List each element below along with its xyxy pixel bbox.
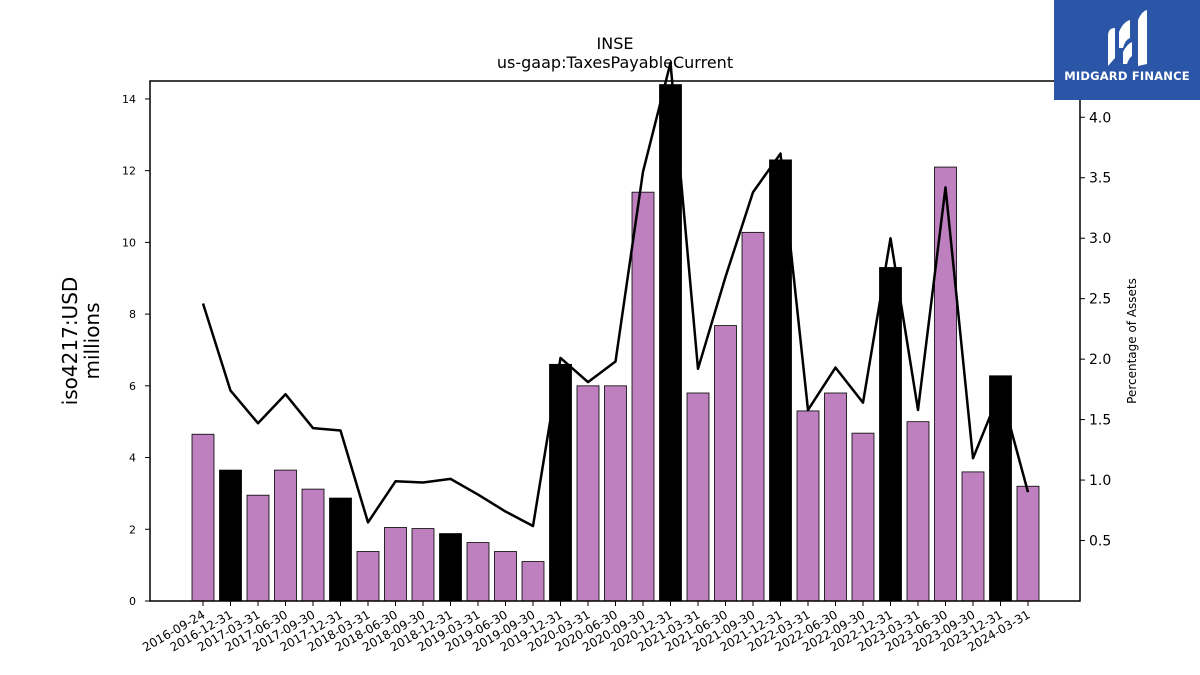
bar-2022-12-31 <box>879 267 902 602</box>
bar-2021-06-30 <box>714 325 737 602</box>
bar-2017-12-31 <box>329 497 352 602</box>
y-tick-label: 10 <box>122 236 136 249</box>
y-tick-label: 8 <box>129 308 136 321</box>
bar-2023-09-30 <box>961 471 985 602</box>
bar-2024-03-31 <box>1016 485 1040 602</box>
y-tick-label: 6 <box>129 380 136 393</box>
right-axis: 0.5 1.0 1.5 2.0 2.5 3.0 3.5 4.0 <box>1080 110 1111 550</box>
bar-2019-09-30 <box>521 561 545 602</box>
bar-2021-03-31 <box>686 392 710 602</box>
chart-subtitle: us-gaap:TaxesPayableCurrent <box>497 53 733 72</box>
bar-2023-06-30 <box>934 166 957 602</box>
y-tick-label: 0 <box>129 595 136 608</box>
midgard-logo-icon <box>1108 10 1147 66</box>
midgard-finance-logo: MIDGARD FINANCE <box>1054 0 1200 100</box>
x-axis: 2016-09-242016-12-312017-03-312017-06-30… <box>140 601 1033 654</box>
bar-2023-03-31 <box>906 421 930 602</box>
bar-2022-09-30 <box>851 432 875 602</box>
bar-2020-09-30 <box>631 191 655 602</box>
y2-tick-label: 2.5 <box>1089 292 1111 308</box>
bar-2021-09-30 <box>741 231 765 602</box>
bar-2017-09-30 <box>301 488 325 602</box>
chart-title: INSE <box>597 34 634 53</box>
bar-2018-09-30 <box>411 528 435 602</box>
bar-2016-09-24 <box>191 433 215 602</box>
percentage-of-assets-line <box>201 61 1030 528</box>
bar-2016-12-31 <box>219 469 242 602</box>
y2-tick-label: 4.0 <box>1089 110 1111 126</box>
line-layer <box>201 61 1030 528</box>
bar-2020-03-31 <box>576 385 600 602</box>
bar-2019-06-30 <box>494 551 517 602</box>
bar-2019-03-31 <box>466 542 490 602</box>
bar-2018-03-31 <box>356 551 380 602</box>
y-tick-label: 2 <box>129 523 136 536</box>
y2-tick-label: 3.5 <box>1089 171 1111 187</box>
y2-tick-label: 0.5 <box>1089 534 1111 550</box>
y2-tick-label: 1.5 <box>1089 413 1111 429</box>
bar-2017-03-31 <box>246 494 270 602</box>
y2-tick-label: 1.0 <box>1089 473 1111 489</box>
bar-2022-06-30 <box>824 392 847 602</box>
logo-text: MIDGARD FINANCE <box>1064 69 1190 83</box>
y-tick-label: 14 <box>122 93 136 106</box>
bar-2018-12-31 <box>439 533 462 602</box>
bars-layer <box>191 84 1040 602</box>
bar-2020-06-30 <box>604 385 627 602</box>
y-tick-label: 12 <box>122 165 136 178</box>
y-axis-label: iso4217:USDmillions <box>58 277 104 406</box>
left-axis: 0 2 4 6 8 10 12 14 <box>122 93 150 608</box>
y2-tick-label: 2.0 <box>1089 352 1111 368</box>
bar-2017-06-30 <box>274 469 297 602</box>
y-tick-label: 4 <box>129 452 136 465</box>
bar-2018-06-30 <box>384 527 407 602</box>
bar-2022-03-31 <box>796 410 820 602</box>
y2-axis-label: Percentage of Assets <box>1125 278 1139 404</box>
y2-tick-label: 3.0 <box>1089 231 1111 247</box>
